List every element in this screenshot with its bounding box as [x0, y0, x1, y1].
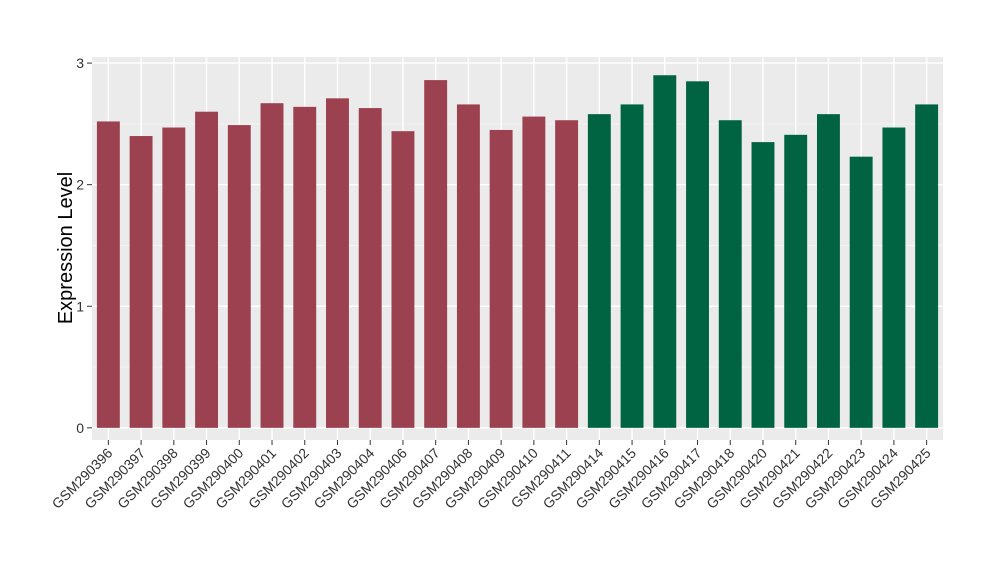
bars — [96, 75, 939, 428]
bar — [358, 108, 382, 428]
bar — [162, 127, 186, 428]
y-axis: 0 1 2 3 — [76, 55, 92, 436]
bar — [555, 120, 579, 428]
y-tick-label: 1 — [76, 298, 84, 314]
bar — [129, 136, 153, 428]
bar — [849, 156, 873, 428]
bar — [195, 111, 219, 428]
y-tick-label: 2 — [76, 177, 84, 193]
bar — [424, 80, 448, 428]
bar — [751, 142, 775, 428]
bar — [686, 81, 709, 428]
bar — [227, 125, 251, 428]
bar — [718, 120, 742, 428]
y-tick-label: 3 — [76, 55, 84, 71]
bar — [260, 103, 284, 428]
bar — [96, 121, 120, 428]
y-tick-label: 0 — [76, 420, 84, 436]
bar — [620, 104, 644, 428]
x-axis: GSM290396GSM290397GSM290398GSM290399GSM2… — [49, 440, 934, 512]
bar — [816, 114, 840, 428]
bar — [784, 134, 808, 428]
bar — [653, 75, 677, 428]
bar — [522, 116, 546, 428]
bar — [293, 106, 317, 428]
bar — [391, 131, 415, 428]
bar — [489, 129, 513, 428]
bar — [326, 98, 349, 428]
bar — [587, 114, 611, 428]
bar — [456, 104, 480, 428]
plot-panel — [92, 57, 943, 440]
bar — [915, 104, 939, 428]
y-axis-label: Expression Level — [55, 172, 77, 324]
bar — [882, 127, 906, 428]
